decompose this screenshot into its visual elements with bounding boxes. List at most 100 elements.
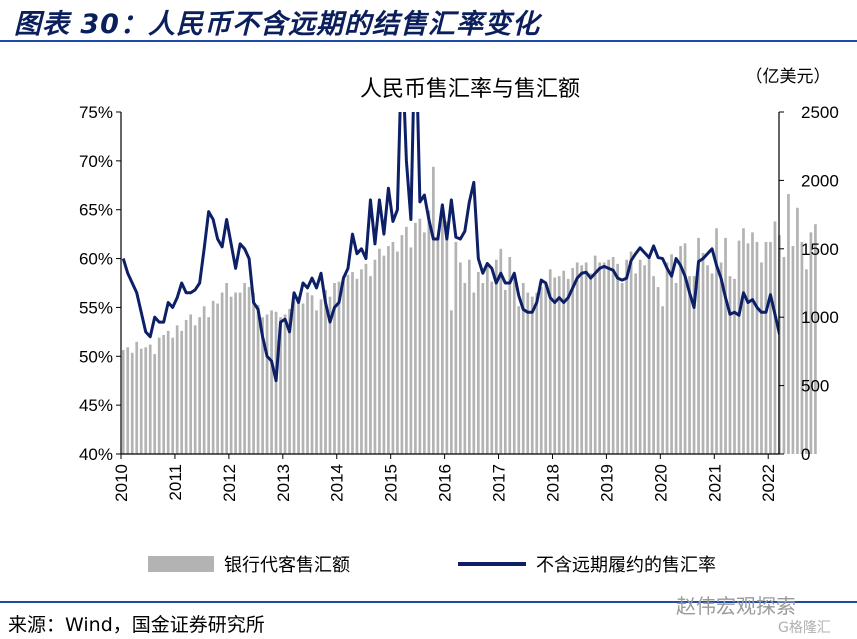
bar: [467, 259, 471, 454]
bar: [629, 251, 633, 454]
bar: [432, 166, 435, 454]
bar: [589, 273, 593, 454]
bar: [692, 276, 696, 454]
bar: [593, 255, 597, 454]
bar: [193, 325, 197, 454]
bar: [292, 300, 296, 454]
source-note: 来源：Wind，国金证券研究所: [8, 614, 265, 636]
bar: [126, 347, 130, 454]
bar: [715, 228, 718, 454]
bar: [364, 263, 368, 454]
bar: [490, 281, 494, 454]
bar: [175, 325, 179, 454]
bar: [674, 283, 678, 454]
right-axis-unit: （亿美元）: [746, 67, 831, 87]
bar: [800, 241, 804, 454]
bar: [409, 247, 413, 454]
bar: [494, 259, 498, 454]
bar: [135, 341, 139, 454]
bar: [512, 276, 516, 454]
bar: [652, 276, 655, 454]
bar: [337, 281, 341, 454]
bar: [575, 262, 579, 454]
bar: [625, 259, 628, 454]
bar: [805, 269, 808, 454]
bar: [548, 269, 552, 454]
bar: [535, 292, 539, 454]
bar: [458, 262, 462, 454]
x-tick-label: 2019: [597, 464, 616, 502]
bar: [611, 257, 615, 454]
bar: [580, 265, 584, 454]
bar: [436, 235, 440, 454]
bar: [764, 241, 768, 454]
right-tick-label: 500: [801, 377, 829, 396]
bar: [602, 262, 606, 454]
bar: [270, 310, 273, 454]
bar: [355, 278, 359, 454]
bar: [571, 267, 575, 454]
bar: [683, 243, 687, 454]
bar: [499, 248, 503, 454]
bar: [328, 296, 332, 454]
bar: [301, 303, 305, 454]
sales-rate-line: [121, 112, 779, 383]
bar: [508, 257, 512, 454]
bar: [274, 311, 278, 454]
bar: [697, 237, 700, 454]
bar: [544, 283, 548, 454]
bar: [333, 283, 336, 454]
bar: [661, 306, 664, 454]
left-tick-label: 65%: [79, 201, 113, 220]
watermark: 赵伟宏观探索: [676, 594, 796, 618]
bar: [607, 259, 611, 454]
right-tick-label: 1000: [801, 308, 839, 327]
x-tick-label: 2021: [705, 464, 724, 502]
bar: [225, 283, 228, 454]
bar: [351, 272, 354, 454]
bar: [656, 287, 660, 454]
x-tick-label: 2012: [220, 464, 239, 502]
bar: [751, 232, 754, 454]
bar: [144, 347, 148, 454]
bar: [256, 304, 260, 454]
bar: [171, 337, 175, 454]
bar: [620, 283, 624, 454]
bar: [387, 246, 390, 454]
bar: [157, 337, 161, 454]
bar: [737, 240, 741, 454]
bar: [481, 283, 485, 454]
bar: [382, 255, 386, 454]
bar: [400, 235, 404, 454]
bar: [557, 276, 561, 454]
bar: [517, 306, 521, 454]
left-tick-label: 75%: [79, 103, 113, 122]
bar: [796, 207, 799, 454]
bar: [584, 262, 588, 454]
legend-bar-swatch: [148, 556, 214, 572]
bar: [562, 270, 566, 454]
bar: [742, 228, 745, 454]
bar: [396, 251, 399, 454]
x-tick-label: 2010: [112, 464, 131, 502]
bar: [216, 303, 219, 454]
bar: [701, 252, 705, 454]
top-divider: [0, 40, 857, 42]
bar: [207, 317, 210, 454]
bar: [261, 317, 264, 454]
bar: [211, 300, 215, 454]
x-tick-label: 2020: [651, 464, 670, 502]
bar: [472, 292, 476, 454]
bar: [319, 299, 323, 454]
bar: [688, 276, 691, 454]
x-tick-label: 2011: [166, 464, 185, 501]
bar: [180, 330, 184, 454]
bar: [724, 237, 727, 454]
bar: [405, 226, 408, 454]
bar: [162, 334, 166, 454]
bar: [315, 310, 318, 454]
left-tick-label: 60%: [79, 250, 113, 269]
bar: [791, 246, 795, 454]
bar: [423, 232, 426, 454]
bar: [279, 317, 282, 454]
